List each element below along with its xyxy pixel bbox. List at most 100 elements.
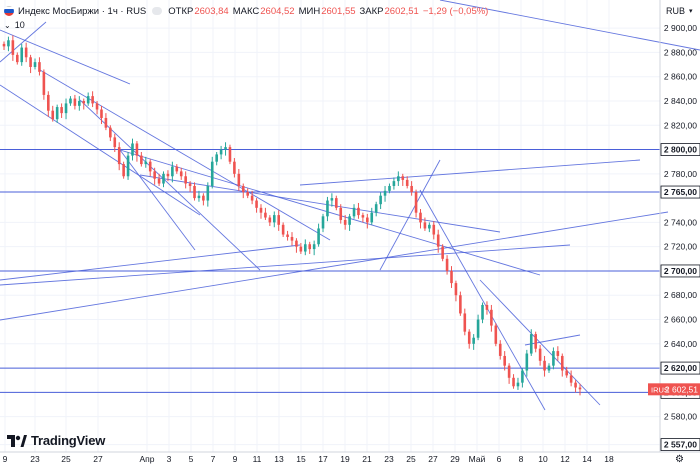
candle-body [569,375,573,383]
trendline[interactable] [0,21,47,63]
x-tick-label: 21 [362,454,372,464]
candle-body [401,176,405,180]
candle-body [250,195,254,201]
candle-body [113,137,117,148]
candle-body [193,185,196,199]
trendline[interactable] [0,211,669,321]
level-price-tag [660,264,700,278]
high-value: 2604,52 [260,5,295,17]
candle-body [246,192,249,196]
trendline[interactable] [0,244,301,281]
x-tick-label: 10 [538,454,548,464]
indicator-count: 10 [14,20,25,30]
candle-body [335,198,338,208]
y-tick-label: 2 640,00 [664,339,697,349]
candle-body [467,331,471,344]
trendline[interactable] [419,189,546,411]
candle-body [339,207,343,220]
trendline[interactable] [119,149,541,276]
candle-body [521,370,524,383]
candle-body [224,147,227,150]
candle-body [171,166,174,177]
symbol-legend[interactable]: Индекс МосБиржи · 1ч · RUS ОТКР 2603,84 … [4,4,492,18]
candle-body [95,103,99,110]
level-price-tag [660,361,700,375]
last-price-value: 2 602,51 [665,384,698,394]
candle-body [255,200,258,208]
time-scale[interactable]: 9 23 25 27 Апр 3 5 7 9 11 13 15 17 19 21 23 25 27 29 Май 6 8 1… [3,454,614,464]
candle-body [326,200,329,217]
candle-body [366,217,369,223]
candle-body [343,219,347,225]
candle-body [24,47,28,58]
gear-icon[interactable]: ⚙ [675,454,684,465]
candle-body [55,107,59,120]
trendline[interactable] [439,0,700,51]
trendline[interactable] [139,174,501,233]
x-tick-label: 27 [93,454,103,464]
candle-body [578,387,582,390]
candle-body [445,258,449,271]
candle-body [361,215,365,218]
market-status-icon [152,7,163,15]
trendline-drawings[interactable] [0,0,700,411]
candle-body [73,98,77,106]
x-tick-label: 7 [211,454,216,464]
candle-body [512,377,515,387]
candle-body [321,216,325,229]
price-level-labels: 2 800,002 765,002 700,002 620,002 600,00… [648,143,700,451]
candle-body [405,179,409,186]
price-scale[interactable]: 2 900,00 2 880,00 2 860,00 2 840,00 2 820,00… [664,23,697,422]
trendline[interactable] [524,334,581,346]
last-price-tag [648,383,700,396]
candle-body [494,325,498,344]
y-tick-label: 2 780,00 [664,169,697,179]
candle-body [388,185,391,191]
candle-body [432,224,436,235]
y-tick-label: 2 900,00 [664,23,697,33]
currency-label: RUB [666,6,686,16]
candle-body [166,173,170,177]
candle-body [140,155,143,165]
candle-body [560,355,564,371]
candle-body [317,228,320,245]
trendline[interactable] [0,29,131,85]
x-tick-label: 27 [428,454,438,464]
y-tick-label: 2 820,00 [664,120,697,130]
x-tick-label: 25 [61,454,71,464]
candle-body [215,154,218,162]
chevron-down-icon[interactable]: ⌄ [4,20,11,30]
last-price-symbol: IRUS [651,385,669,394]
trendline[interactable] [119,149,196,251]
candle-body [308,244,312,250]
trendline[interactable] [0,244,571,286]
tradingview-logo[interactable]: TradingView [7,433,105,448]
candle-body [529,334,533,354]
candle-body [175,166,179,172]
symbol-title[interactable]: Индекс МосБиржи · 1ч · RUS [18,5,147,17]
candle-body [534,334,537,349]
candle-body [357,207,360,216]
candle-body [82,100,86,104]
x-tick-label: 25 [406,454,416,464]
indicators-toggle[interactable]: ⌄ 10 [4,19,25,31]
candle-body [202,195,205,201]
candle-body [383,190,387,196]
currency-selector[interactable]: RUB ▾ [666,4,693,18]
candle-body [117,147,121,165]
candle-body [352,207,356,217]
candle-body [525,353,529,371]
x-tick-label: 15 [296,454,306,464]
candle-body [144,161,148,165]
candle-body [64,103,68,114]
candle-body [237,173,241,186]
candle-body [197,195,201,199]
candle-body [7,40,10,47]
trendline[interactable] [299,159,641,186]
candle-body [264,212,267,218]
trendline[interactable] [0,84,201,216]
trendline[interactable] [379,159,441,271]
close-label: ЗАКР [359,5,384,17]
candle-body [219,149,223,155]
